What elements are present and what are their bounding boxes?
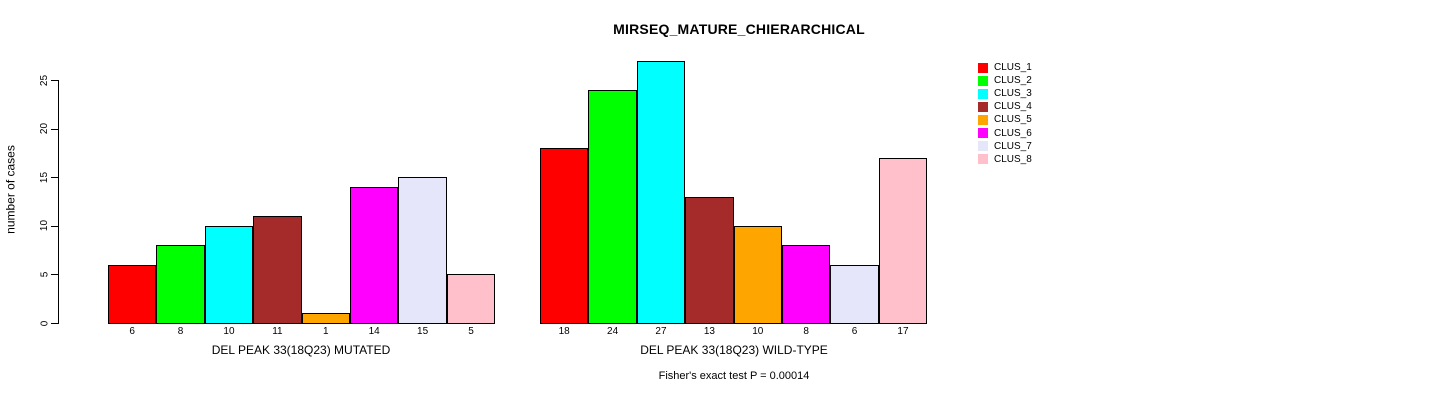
bar-clus_1 <box>540 148 589 324</box>
bar-clus_6 <box>350 186 399 324</box>
bar-value-label: 10 <box>223 326 235 337</box>
legend-entry-clus_3: CLUS_3 <box>978 87 1032 100</box>
bar-value-label: 10 <box>752 326 764 337</box>
fisher-test-annotation: Fisher's exact test P = 0.00014 <box>658 370 810 382</box>
bar-value-label: 14 <box>368 326 380 337</box>
y-tick-label: 10 <box>34 215 56 237</box>
legend-label: CLUS_1 <box>994 62 1032 73</box>
y-tick-label-text: 5 <box>39 271 51 278</box>
bar-value-label: 1 <box>323 326 329 337</box>
legend-label: CLUS_2 <box>994 75 1032 87</box>
bar-value-label: 8 <box>177 326 184 337</box>
legend-label: CLUS_4 <box>994 101 1032 113</box>
legend-swatch-clus_1 <box>978 62 988 73</box>
bar-value-label: 27 <box>655 326 667 337</box>
y-tick-label: 0 <box>34 312 56 334</box>
bar-clus_5 <box>733 225 782 324</box>
legend-swatch-clus_2 <box>978 75 988 86</box>
bar-clus_7 <box>398 177 447 324</box>
legend-entry-clus_4: CLUS_4 <box>978 100 1032 113</box>
legend-label: CLUS_3 <box>994 88 1032 100</box>
bar-clus_2 <box>588 89 637 324</box>
bar-clus_4 <box>685 196 734 324</box>
legend-entry-clus_5: CLUS_5 <box>978 113 1032 126</box>
y-tick-label-text: 0 <box>39 320 51 326</box>
y-tick-mark <box>51 128 58 130</box>
bar-value-label: 6 <box>851 326 858 337</box>
y-axis-label: number of cases <box>3 145 18 234</box>
bar-clus_7 <box>830 264 879 324</box>
bar-value-label: 15 <box>417 326 429 337</box>
legend-swatch-clus_3 <box>978 88 988 99</box>
y-tick-label: 20 <box>34 118 56 140</box>
bar-clus_8 <box>446 274 496 324</box>
y-tick-label: 25 <box>34 69 56 91</box>
y-tick-mark <box>51 177 58 179</box>
legend-label: CLUS_7 <box>994 140 1032 152</box>
legend-entry-clus_8: CLUS_8 <box>978 153 1032 166</box>
bar-value-label: 11 <box>272 326 283 337</box>
bar-clus_4 <box>253 216 302 324</box>
legend-swatch-clus_7 <box>978 141 988 152</box>
y-tick-mark <box>51 80 58 81</box>
bar-clus_1 <box>108 264 157 324</box>
legend-entry-clus_2: CLUS_2 <box>978 74 1032 87</box>
x-axis-label-mutated: DEL PEAK 33(18Q23) MUTATED <box>211 343 391 357</box>
bar-clus_8 <box>878 157 928 324</box>
legend-entry-clus_7: CLUS_7 <box>978 140 1032 153</box>
y-tick-mark <box>51 225 58 227</box>
legend-label: CLUS_6 <box>994 127 1032 139</box>
legend-swatch-clus_8 <box>978 154 988 165</box>
chart-title: MIRSEQ_MATURE_CHIERARCHICAL <box>613 21 865 37</box>
legend-swatch-clus_6 <box>978 128 988 138</box>
bar-clus_6 <box>782 245 831 324</box>
legend-entry-clus_6: CLUS_6 <box>978 127 1032 140</box>
x-axis-label-wild-type: DEL PEAK 33(18Q23) WILD-TYPE <box>640 343 828 357</box>
bar-value-label: 17 <box>897 326 909 337</box>
bar-value-label: 24 <box>607 326 619 337</box>
legend-swatch-clus_5 <box>978 114 988 125</box>
bar-value-label: 8 <box>803 326 809 337</box>
bar-clus_3 <box>204 225 254 324</box>
y-tick-label-text: 15 <box>39 171 51 183</box>
legend-label: CLUS_8 <box>994 153 1032 165</box>
y-tick-mark <box>51 323 58 324</box>
y-tick-mark <box>51 274 58 276</box>
y-tick-label-text: 25 <box>39 74 51 86</box>
y-axis-line <box>58 80 59 324</box>
legend-label: CLUS_5 <box>994 114 1032 126</box>
y-tick-label: 15 <box>34 166 56 188</box>
bar-value-label: 18 <box>558 326 570 337</box>
y-tick-label: 5 <box>34 263 56 285</box>
bar-clus_3 <box>636 60 686 324</box>
y-tick-label-text: 20 <box>39 123 51 135</box>
bar-value-label: 6 <box>129 326 135 337</box>
bar-clus_5 <box>301 313 350 324</box>
legend-swatch-clus_4 <box>978 101 988 112</box>
bar-value-label: 13 <box>703 326 715 337</box>
bar-value-label: 5 <box>468 326 474 337</box>
legend-entry-clus_1: CLUS_1 <box>978 61 1032 74</box>
bar-clus_2 <box>156 245 205 324</box>
y-tick-label-text: 10 <box>39 220 51 232</box>
